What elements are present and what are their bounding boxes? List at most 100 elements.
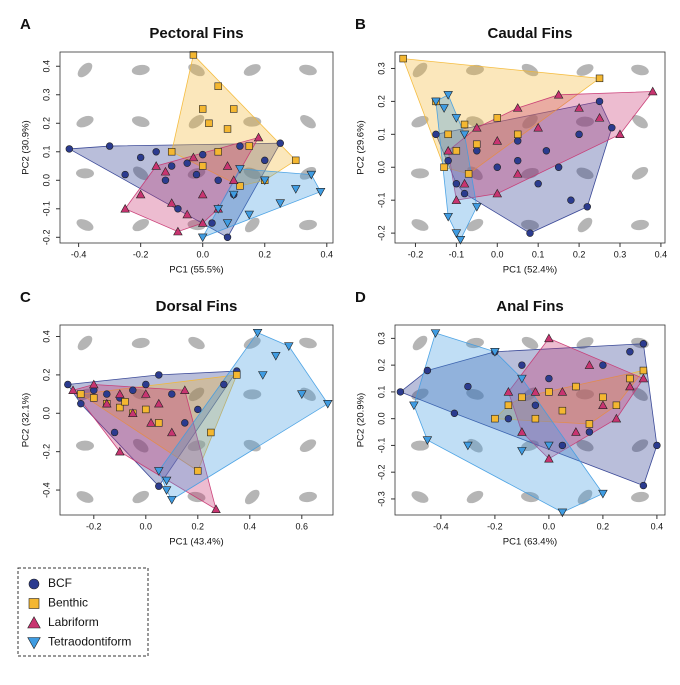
x-tick-label: 0.4 — [321, 249, 334, 259]
data-point — [493, 114, 501, 122]
data-point — [167, 148, 176, 156]
data-point — [608, 124, 616, 132]
data-point — [205, 119, 213, 127]
fin-silhouette — [631, 64, 649, 76]
y-axis-label: PC2 (29.6%) — [356, 120, 367, 174]
fin-silhouette — [521, 336, 539, 350]
data-point — [598, 489, 608, 499]
y-tick-label: 0.1 — [376, 128, 386, 141]
data-point — [128, 408, 138, 417]
fin-silhouette — [466, 337, 484, 349]
legend-label: Benthic — [48, 596, 88, 610]
fin-silhouette — [187, 440, 206, 452]
data-point — [110, 428, 119, 437]
x-tick-label: 0.3 — [614, 249, 627, 259]
data-point — [223, 233, 232, 241]
data-point — [492, 188, 503, 198]
fin-silhouette — [133, 166, 149, 181]
data-point — [639, 481, 648, 490]
data-point — [444, 130, 452, 139]
panel: A Pectoral Fins -0.4 -0.2 0.0 0.2 0.4 -0.2 -0.1 0… — [20, 16, 334, 276]
data-point — [491, 414, 499, 423]
data-point — [492, 136, 503, 145]
data-point — [192, 170, 201, 179]
fin-silhouette — [131, 337, 150, 349]
data-point — [493, 163, 501, 171]
panel-letter: B — [355, 16, 366, 33]
data-point — [194, 467, 202, 475]
y-axis-label: PC2 (32.1%) — [21, 393, 32, 447]
data-point — [553, 89, 564, 99]
x-tick-label: 0.2 — [573, 249, 586, 259]
data-point — [544, 441, 554, 451]
fin-silhouette — [411, 491, 429, 503]
x-axis-label: PC1 (63.4%) — [503, 537, 557, 548]
data-point — [653, 441, 661, 450]
legend-label: BCF — [48, 576, 72, 590]
data-point — [444, 156, 452, 165]
data-point — [208, 219, 216, 227]
y-tick-label: 0.1 — [376, 386, 386, 399]
data-point — [236, 182, 244, 190]
y-tick-label: -0.4 — [41, 482, 51, 498]
fin-silhouette — [132, 490, 149, 504]
fin-silhouette — [522, 114, 538, 129]
fin-silhouette — [412, 62, 428, 78]
data-point — [214, 176, 222, 184]
data-point — [292, 156, 300, 165]
x-axis-label: PC1 (43.4%) — [169, 537, 223, 548]
data-point — [207, 428, 215, 437]
fin-silhouette — [411, 115, 429, 128]
data-point — [181, 419, 189, 427]
data-point — [155, 482, 163, 490]
data-point — [65, 145, 74, 153]
data-point — [244, 210, 254, 220]
data-point — [647, 86, 658, 96]
data-point — [236, 142, 244, 150]
data-point — [396, 388, 405, 396]
data-point — [166, 198, 177, 207]
fin-silhouette — [133, 438, 149, 453]
data-point — [173, 226, 183, 236]
data-point — [558, 441, 567, 450]
y-tick-label: -0.2 — [376, 464, 386, 480]
data-point — [594, 112, 605, 122]
fin-silhouette — [632, 387, 648, 401]
plot-frame — [394, 324, 666, 516]
fin-silhouette — [243, 389, 262, 400]
legend-marker — [27, 637, 41, 650]
data-point — [558, 406, 567, 415]
y-tick-label: 0.0 — [41, 407, 51, 420]
fin-silhouette — [243, 116, 262, 127]
data-point — [612, 401, 621, 409]
data-point — [167, 162, 176, 170]
data-point — [199, 150, 207, 159]
y-tick-label: 0.3 — [41, 89, 51, 102]
y-tick-label: -0.2 — [41, 444, 51, 460]
data-point — [183, 159, 191, 167]
fin-silhouette — [299, 491, 317, 503]
data-point — [261, 156, 269, 165]
fin-silhouette — [631, 439, 649, 452]
data-point — [121, 398, 129, 406]
data-point — [136, 153, 145, 162]
data-point — [583, 203, 591, 211]
data-point — [228, 190, 239, 200]
y-tick-label: -0.3 — [376, 491, 386, 507]
data-point — [197, 218, 208, 227]
data-point — [517, 447, 527, 456]
data-point — [595, 74, 604, 83]
data-point — [222, 219, 233, 228]
data-point — [146, 418, 156, 427]
x-tick-label: -0.2 — [487, 521, 503, 531]
data-point — [517, 427, 527, 436]
y-tick-label: 0.0 — [376, 412, 386, 425]
data-point — [585, 420, 594, 428]
fin-silhouette — [576, 64, 594, 76]
x-tick-label: 0.2 — [258, 249, 271, 259]
data-point — [129, 386, 137, 394]
x-axis-label: PC1 (52.4%) — [503, 265, 557, 276]
y-tick-label: 0.4 — [41, 330, 51, 343]
data-point — [77, 399, 85, 408]
data-point — [526, 229, 534, 237]
